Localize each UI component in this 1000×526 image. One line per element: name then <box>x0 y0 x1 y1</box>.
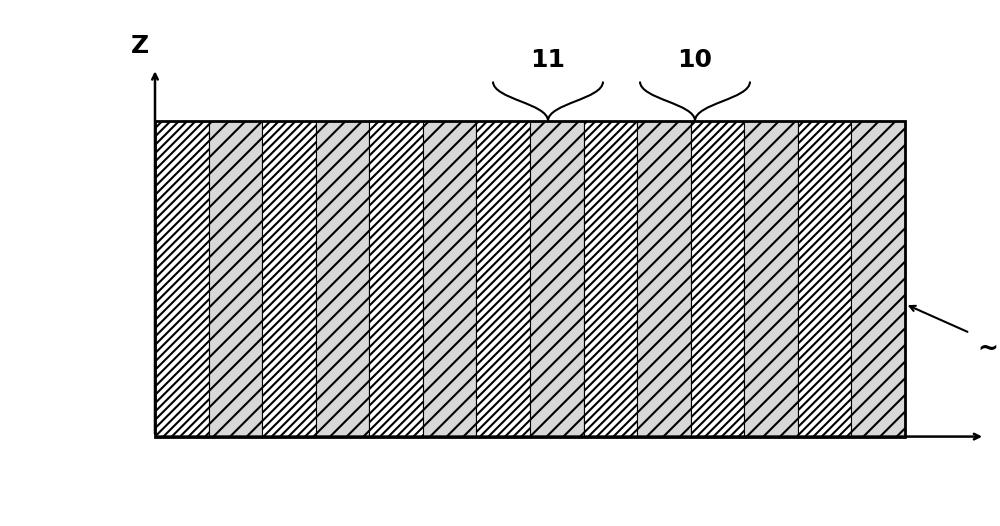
Text: 10: 10 <box>678 48 712 72</box>
Text: 11: 11 <box>530 48 566 72</box>
Bar <box>637 121 691 437</box>
Bar <box>262 121 316 437</box>
Bar <box>155 121 905 437</box>
Bar <box>476 121 530 437</box>
Bar <box>691 121 744 437</box>
Bar <box>369 121 423 437</box>
Bar <box>209 121 262 437</box>
Text: ~ 6: ~ 6 <box>978 337 1000 361</box>
Bar <box>851 121 905 437</box>
Bar <box>744 121 798 437</box>
Bar <box>423 121 476 437</box>
Bar <box>530 121 584 437</box>
Text: Z: Z <box>131 34 149 58</box>
Bar <box>316 121 369 437</box>
Bar <box>798 121 851 437</box>
Bar <box>584 121 637 437</box>
Bar <box>155 121 209 437</box>
